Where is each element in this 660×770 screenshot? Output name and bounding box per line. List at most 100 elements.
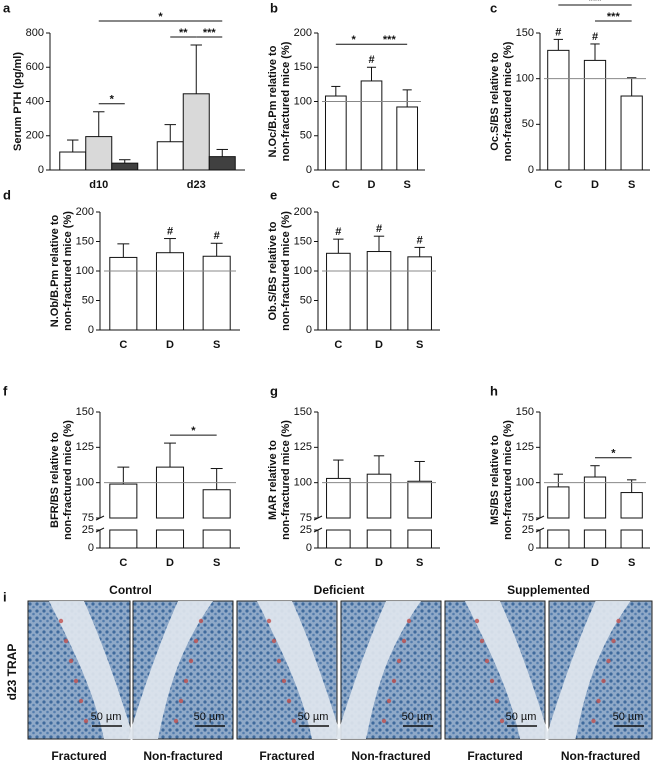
- y-tick-label: 50: [300, 294, 312, 306]
- y-axis-label: BFR/BS relative to: [49, 432, 61, 528]
- trap-stain: [83, 718, 89, 724]
- significance-mark: #: [376, 223, 382, 235]
- x-tick-label: C: [554, 557, 562, 569]
- y-tick-label: 0: [306, 324, 312, 336]
- y-axis-label: non-fractured mice (%): [502, 420, 514, 540]
- x-tick-label: S: [416, 339, 423, 351]
- bar: [155, 529, 185, 549]
- bar: [182, 93, 210, 171]
- trap-stain: [611, 638, 616, 644]
- bar: [620, 492, 643, 519]
- bar: [202, 529, 231, 549]
- y-axis-label: non-fractured mice (%): [62, 211, 74, 331]
- trap-stain: [78, 698, 84, 704]
- panel-label: d: [3, 187, 11, 202]
- y-axis-label: N.Ob/B.Pm relative to: [49, 214, 61, 327]
- trap-stain: [596, 698, 601, 704]
- trap-stain: [601, 678, 606, 684]
- y-tick-label: 75: [82, 512, 94, 524]
- trap-stain: [484, 658, 490, 664]
- bar: [208, 156, 236, 171]
- panel-label: c: [490, 0, 497, 15]
- trap-stain: [381, 718, 387, 724]
- y-tick-label: 100: [516, 477, 534, 489]
- bar: [326, 252, 351, 331]
- y-tick-label: 400: [26, 95, 44, 107]
- bar: [396, 106, 419, 171]
- bar: [111, 162, 139, 171]
- y-axis-label: N.Oc/B.Pm relative to: [267, 45, 279, 157]
- bone-trabecula: [336, 601, 421, 739]
- y-tick-label: 0: [528, 164, 534, 176]
- scale-bar-label: 50 µm: [613, 711, 644, 723]
- panel-label: f: [3, 383, 8, 398]
- y-tick-label: 50: [300, 130, 312, 142]
- y-tick-label: 150: [294, 61, 312, 73]
- trap-stain: [391, 678, 397, 684]
- bar: [155, 252, 185, 331]
- x-tick-label: C: [554, 179, 562, 191]
- trap-stain: [479, 638, 485, 644]
- y-tick-label: 125: [76, 441, 94, 453]
- y-tick-label: 100: [76, 265, 94, 277]
- y-tick-label: 100: [294, 265, 312, 277]
- trap-stain: [183, 678, 189, 684]
- trap-stain: [266, 618, 272, 624]
- panel-label: h: [490, 383, 498, 398]
- bar: [366, 529, 392, 549]
- y-tick-label: 150: [294, 406, 312, 418]
- bar: [155, 466, 185, 519]
- trap-stain: [286, 698, 292, 704]
- bar: [583, 529, 607, 549]
- image-label: Fractured: [467, 749, 522, 763]
- scale-bar-label: 50 µm: [506, 711, 537, 723]
- scale-bar-label: 50 µm: [298, 711, 329, 723]
- x-tick-label: S: [403, 179, 410, 191]
- y-tick-label: 150: [76, 235, 94, 247]
- bar: [366, 473, 392, 519]
- significance-mark: #: [214, 230, 220, 242]
- image-label: Non-fractured: [351, 749, 430, 763]
- x-tick-label: C: [119, 339, 127, 351]
- scale-bar-label: 50 µm: [194, 711, 225, 723]
- bar: [109, 483, 138, 519]
- x-tick-label: D: [166, 339, 174, 351]
- y-tick-label: 125: [294, 441, 312, 453]
- bar: [547, 486, 570, 519]
- bar: [326, 477, 351, 519]
- x-tick-label: D: [166, 557, 174, 569]
- y-tick-label: 150: [76, 406, 94, 418]
- trap-stain: [606, 658, 611, 664]
- y-axis-label: non-fractured mice (%): [280, 420, 292, 540]
- y-tick-label: 100: [516, 73, 534, 85]
- y-axis-label: Ob.S/BS relative to: [267, 221, 279, 320]
- y-axis-label: non-fractured mice (%): [280, 211, 292, 331]
- y-tick-label: 25: [300, 524, 312, 536]
- bar: [202, 489, 231, 519]
- scale-bar-label: 50 µm: [91, 711, 122, 723]
- bar: [547, 49, 570, 171]
- trap-stain: [474, 618, 480, 624]
- significance-mark: ***: [589, 0, 603, 7]
- panel-label: b: [270, 0, 278, 15]
- x-tick-label: S: [628, 557, 635, 569]
- bar: [85, 136, 113, 171]
- bar: [360, 80, 383, 171]
- bar: [109, 256, 138, 331]
- bar: [620, 529, 643, 549]
- y-tick-label: 150: [294, 235, 312, 247]
- y-tick-label: 200: [26, 130, 44, 142]
- significance-mark: #: [167, 225, 173, 237]
- x-tick-label: D: [375, 339, 383, 351]
- x-tick-label: D: [591, 179, 599, 191]
- group-label: Supplemented: [507, 583, 590, 597]
- trap-stain: [401, 638, 407, 644]
- y-tick-label: 150: [516, 27, 534, 39]
- x-tick-label: D: [368, 179, 376, 191]
- trap-stain: [396, 658, 402, 664]
- significance-mark: *: [110, 94, 115, 106]
- x-tick-label: d10: [89, 179, 108, 191]
- y-tick-label: 0: [38, 164, 44, 176]
- y-tick-label: 0: [306, 164, 312, 176]
- significance-mark: #: [335, 226, 341, 238]
